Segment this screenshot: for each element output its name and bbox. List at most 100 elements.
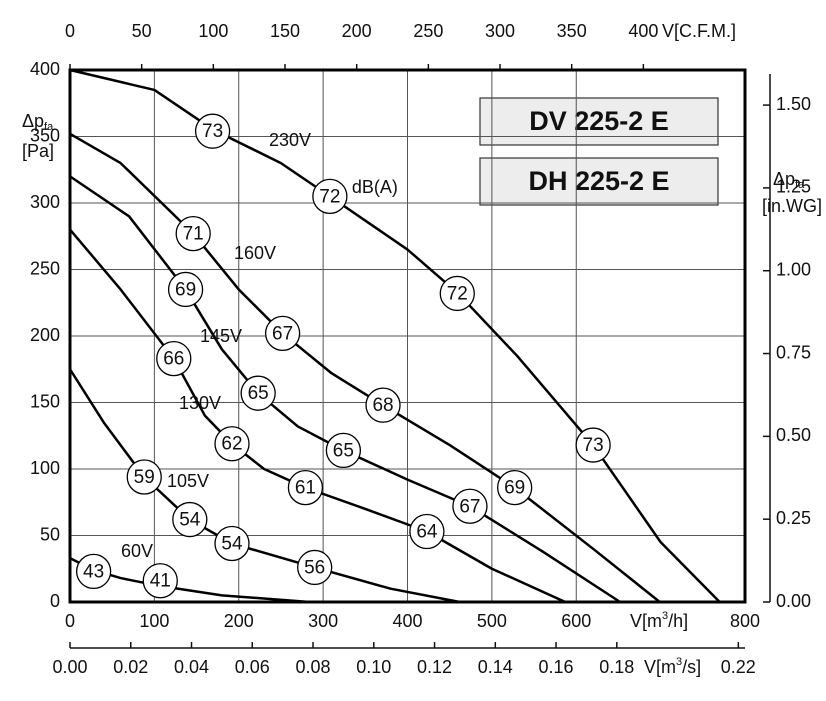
db-marker [156, 340, 192, 377]
fan-curve [69, 175, 621, 604]
y-tick-label: 300 [30, 192, 60, 212]
db-label: 67 [272, 323, 293, 344]
y-tick-label: 350 [30, 125, 60, 145]
x-tick-label: 100 [139, 611, 169, 631]
db-label: 62 [221, 434, 242, 455]
x2-tick-label: 0.22 [721, 657, 756, 677]
db-marker [409, 513, 445, 550]
db-label: 73 [202, 121, 223, 142]
y2-tick-label: 1.50 [776, 94, 811, 114]
y2-tick-label: 1.00 [776, 259, 811, 279]
y2-tick-label: 0.00 [776, 591, 811, 611]
x2-tick-label: 0.02 [113, 657, 148, 677]
x2-tick-label: 0.10 [356, 657, 391, 677]
y2-tick-label: 0.25 [776, 508, 811, 528]
x2-tick-label: 0.14 [478, 657, 513, 677]
db-label: 72 [319, 186, 340, 207]
x-axis-label-sup: 3 [662, 610, 668, 622]
x-axis-label-tail: /h] [668, 611, 688, 631]
db-label: 43 [83, 561, 104, 582]
y-axis-unit: [Pa] [22, 141, 54, 161]
db-marker [297, 549, 333, 586]
series-label: 60V [121, 541, 153, 561]
db-marker [175, 215, 211, 252]
db-label: 67 [459, 496, 480, 517]
db-marker [214, 525, 250, 562]
x-tick-label: 200 [224, 611, 254, 631]
db-label: 65 [333, 440, 354, 461]
db-unit: dB(A) [352, 177, 398, 197]
series-label: 130V [179, 393, 221, 413]
x-top-tick-label: 200 [342, 21, 372, 41]
curves [68, 68, 721, 604]
x-top-tick-label: 350 [557, 21, 587, 41]
db-marker [240, 375, 276, 411]
y-tick-label: 200 [30, 325, 60, 345]
x2-tick-label: 0.08 [296, 657, 331, 677]
db-label: 68 [372, 395, 393, 416]
plot-frame [68, 68, 747, 604]
y2-axis-unit: [in.WG] [762, 196, 822, 216]
grid [69, 69, 746, 603]
series-label: 230V [269, 130, 311, 150]
x-tick-label: 400 [392, 611, 422, 631]
y-tick-label: 50 [40, 524, 60, 544]
x-top-tick-label: 250 [413, 21, 443, 41]
labels: 230V 73 72 72 73 160V 71 67 68 69 145V 69 65 65 67 130V… [75, 113, 611, 599]
db-label: 66 [163, 349, 184, 370]
series-label: 160V [234, 243, 276, 263]
x2-tick-label: 0.06 [235, 657, 270, 677]
model-name: DV 225-2 E [529, 106, 669, 136]
x-tick-label: 300 [308, 611, 338, 631]
y-axis-label: Δpfa [22, 111, 54, 133]
x2-tick-label: 0.12 [417, 657, 452, 677]
x2-axis-label-tail: /s] [682, 657, 701, 677]
series-label: 105V [167, 471, 209, 491]
db-label: 73 [583, 435, 604, 456]
fan-curve [69, 228, 566, 604]
x2-axis-label: V[m3/s] [644, 656, 701, 677]
db-label: 56 [304, 557, 325, 578]
x2-tick-label: 0.18 [599, 657, 634, 677]
y2-axis-label-main: Δp [773, 169, 795, 189]
db-marker [575, 427, 611, 463]
y2-tick-label: 0.50 [776, 425, 811, 445]
db-marker [452, 488, 488, 524]
db-label: 59 [134, 467, 155, 488]
y2-axis-label-sub: fa [795, 179, 805, 191]
db-label: 41 [150, 571, 171, 592]
db-label: 65 [248, 383, 269, 404]
x-top-axis-label: V[C.F.M.] [662, 21, 736, 41]
db-label: 72 [447, 283, 468, 304]
x-tick-label: 0 [65, 611, 75, 631]
y-tick-label: 100 [30, 458, 60, 478]
db-marker [126, 459, 162, 495]
y2-tick-label: 1.25 [776, 177, 811, 197]
db-marker [365, 387, 401, 423]
db-label: 54 [179, 510, 201, 531]
x-top-tick-label: 400 [628, 21, 658, 41]
model-box [479, 157, 719, 206]
x-tick-label: 800 [730, 611, 760, 631]
y-axis-label-main: Δp [22, 111, 44, 131]
x-top-tick-label: 0 [65, 21, 75, 41]
db-marker [264, 315, 301, 351]
x-tick-label: 500 [477, 611, 507, 631]
db-label: 61 [295, 478, 316, 499]
x2-tick-label: 0.16 [539, 657, 574, 677]
model-name: DH 225-2 E [528, 166, 669, 196]
y-tick-label: 0 [50, 591, 60, 611]
fan-curve [69, 68, 721, 603]
db-label: 69 [175, 279, 196, 300]
db-marker [194, 113, 231, 149]
db-marker [172, 501, 208, 538]
y-axis-label-sub: fa [44, 121, 54, 133]
db-label: 64 [416, 522, 438, 543]
x2-tick-label: 0.00 [52, 657, 87, 677]
db-label: 69 [504, 478, 525, 499]
db-marker [287, 469, 324, 506]
db-marker [497, 469, 533, 506]
series-label: 145V [200, 326, 242, 346]
x2-tick-label: 0.04 [174, 657, 209, 677]
